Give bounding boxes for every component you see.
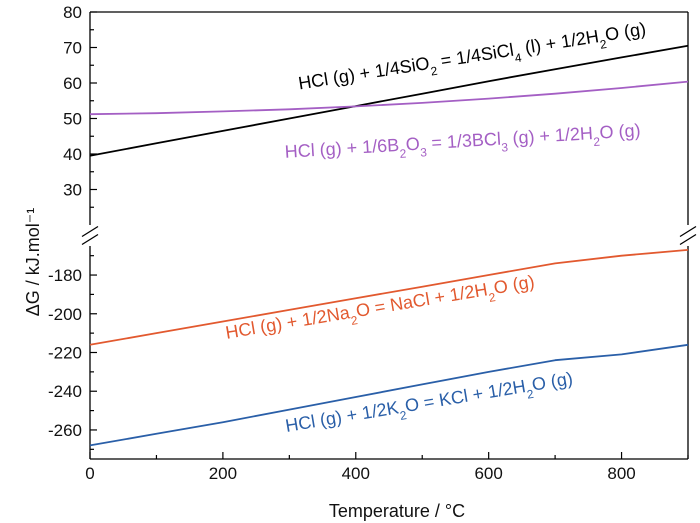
x-axis-title: Temperature / °C bbox=[329, 501, 465, 521]
y-tick-label: 50 bbox=[63, 110, 82, 129]
y-tick-labels-upper: 30 40 50 60 70 80 bbox=[63, 3, 82, 200]
series-label-b2o3: HCl (g) + 1/6B2O3 = 1/3BCl3 (g) + 1/2H2O… bbox=[284, 120, 641, 168]
series-line-k2o bbox=[89, 343, 689, 447]
y-axis-title: ΔG / kJ.mol⁻¹ bbox=[23, 208, 43, 317]
series-label-sio2: HCl (g) + 1/4SiO2 = 1/4SiCl4 (l) + 1/2H2… bbox=[297, 19, 648, 100]
y-tick-label: 60 bbox=[63, 74, 82, 93]
axis-break-mark bbox=[679, 225, 697, 238]
y-tick-label: -220 bbox=[48, 344, 82, 363]
series-label-na2o: HCl (g) + 1/2Na2O = NaCl + 1/2H2O (g) bbox=[224, 271, 537, 348]
series-line-sio2 bbox=[89, 44, 689, 157]
series-label-k2o: HCl (g) + 1/2K2O = KCl + 1/2H2O (g) bbox=[284, 368, 575, 442]
y-tick-label: -260 bbox=[48, 421, 82, 440]
x-tick-label: 200 bbox=[209, 464, 237, 483]
x-tick-label: 0 bbox=[85, 464, 94, 483]
axis-break-mark bbox=[81, 225, 99, 238]
y-tick-label: -180 bbox=[48, 266, 82, 285]
axis-ticks bbox=[89, 11, 689, 459]
x-tick-label: 400 bbox=[342, 464, 370, 483]
y-tick-label: 40 bbox=[63, 145, 82, 164]
series-line-b2o3 bbox=[89, 80, 689, 116]
y-tick-label: -240 bbox=[48, 382, 82, 401]
x-tick-labels: 0 200 400 600 800 bbox=[85, 464, 635, 483]
y-tick-label: 70 bbox=[63, 39, 82, 58]
x-tick-label: 600 bbox=[474, 464, 502, 483]
y-tick-label: 80 bbox=[63, 3, 82, 22]
x-tick-label: 800 bbox=[607, 464, 635, 483]
y-tick-label: 30 bbox=[63, 181, 82, 200]
series-lines bbox=[89, 44, 689, 447]
y-tick-label: -200 bbox=[48, 305, 82, 324]
axis-break-mark bbox=[679, 233, 697, 246]
y-tick-labels-lower: -180 -200 -220 -240 -260 bbox=[48, 266, 82, 440]
axis-break-mark bbox=[81, 233, 99, 246]
series-line-na2o bbox=[89, 249, 689, 346]
